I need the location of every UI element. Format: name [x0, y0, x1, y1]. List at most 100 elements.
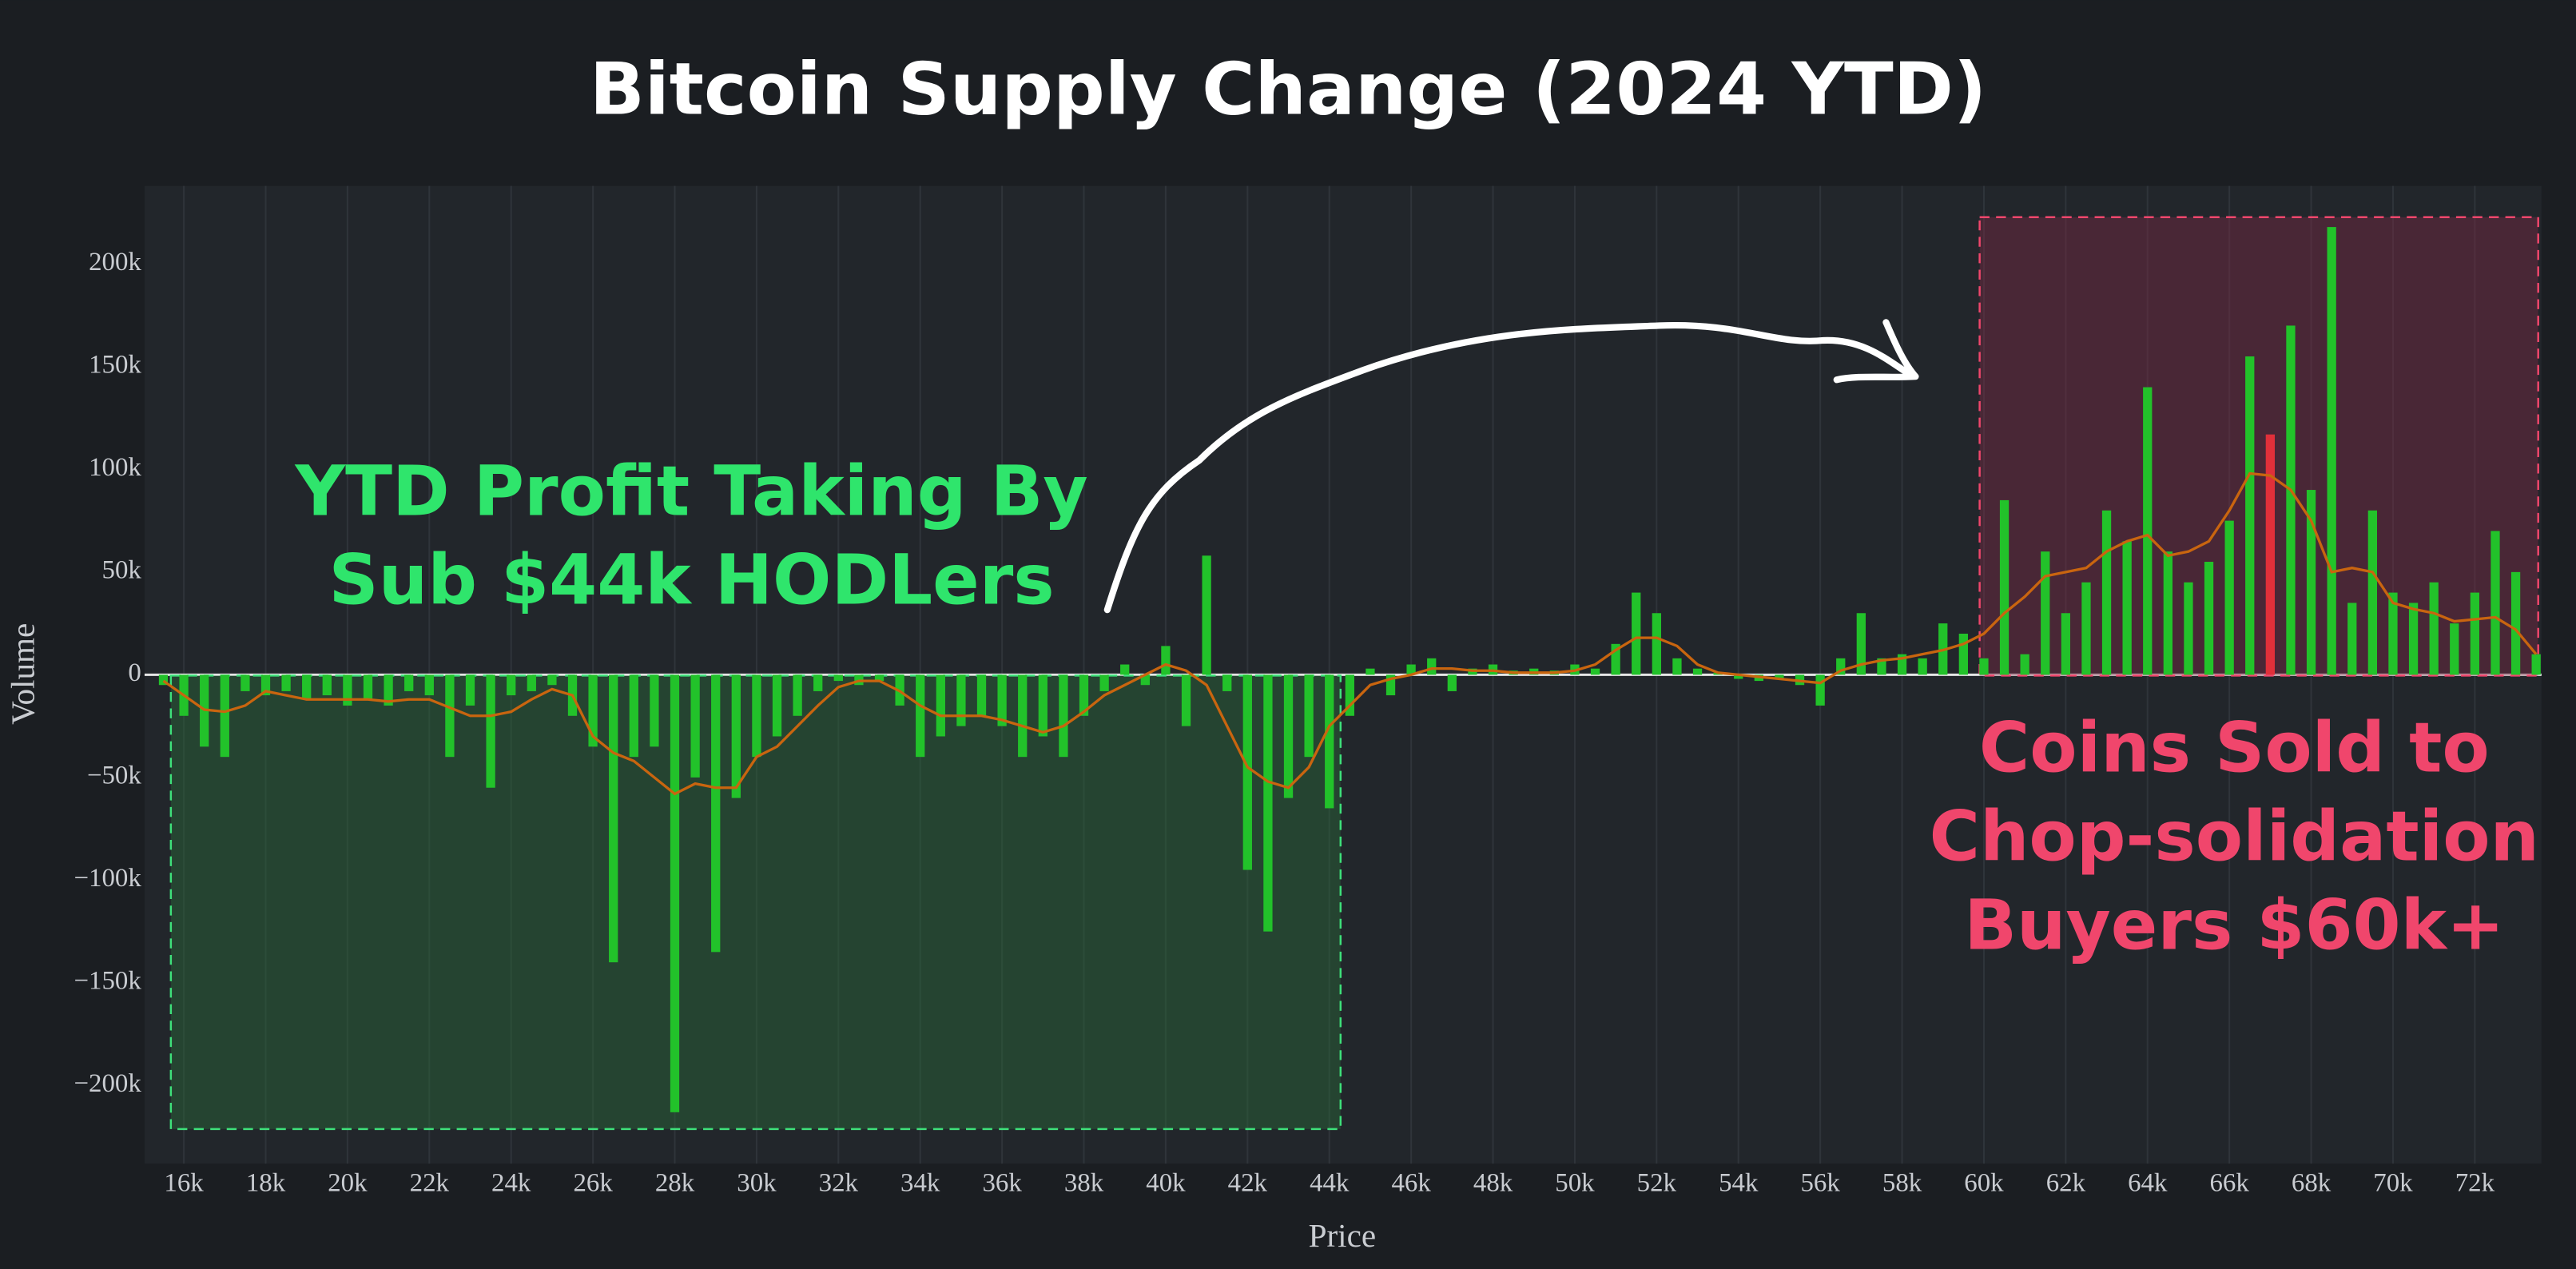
- bar: [302, 674, 312, 700]
- bar: [936, 674, 945, 737]
- x-tick-label: 24k: [491, 1168, 531, 1197]
- bar: [1406, 664, 1416, 675]
- bar: [1958, 633, 1968, 675]
- bar: [731, 674, 741, 798]
- bar: [1263, 674, 1273, 932]
- bar: [220, 674, 229, 758]
- x-tick-label: 16k: [164, 1168, 204, 1197]
- annotations: YTD Profit Taking By Sub $44k HODLers Coin…: [295, 452, 2539, 966]
- y-tick-label: −100k: [74, 864, 142, 893]
- bar: [670, 674, 680, 1112]
- bar: [2510, 571, 2521, 675]
- x-tick-label: 20k: [328, 1168, 368, 1197]
- y-tick-label: 150k: [89, 350, 141, 379]
- bar: [2163, 551, 2173, 675]
- x-tick-label: 50k: [1555, 1168, 1595, 1197]
- bar: [424, 674, 434, 696]
- bar: [2306, 490, 2316, 675]
- bar: [772, 674, 782, 737]
- bar: [2204, 562, 2214, 675]
- bar: [2020, 654, 2029, 675]
- bar: [465, 674, 475, 706]
- annotation-text: Coins Sold to: [1979, 708, 2490, 788]
- y-tick-label: 100k: [89, 453, 141, 482]
- bar: [813, 674, 823, 691]
- bar: [629, 674, 638, 758]
- x-axis-title: Price: [1309, 1217, 1376, 1254]
- bar: [1672, 658, 1682, 675]
- bar: [1856, 613, 1866, 675]
- bar: [1836, 658, 1846, 675]
- bar: [1447, 674, 1457, 691]
- x-tick-label: 56k: [1800, 1168, 1840, 1197]
- bar: [1079, 674, 1089, 716]
- x-tick-label: 48k: [1473, 1168, 1513, 1197]
- bar: [752, 674, 761, 758]
- bar: [1038, 674, 1047, 737]
- bar: [2347, 603, 2357, 675]
- bar: [281, 674, 291, 691]
- bar: [260, 674, 271, 696]
- bar: [404, 674, 414, 691]
- x-tick-label: 68k: [2292, 1168, 2332, 1197]
- bar: [445, 674, 455, 758]
- x-tick-label: 40k: [1146, 1168, 1186, 1197]
- bar: [690, 674, 700, 778]
- y-tick-label: −200k: [74, 1069, 142, 1098]
- bar: [2429, 582, 2439, 675]
- bar: [1325, 674, 1334, 809]
- x-tick-label: 38k: [1064, 1168, 1104, 1197]
- bar: [241, 674, 250, 691]
- bar: [2041, 551, 2050, 675]
- x-tick-label: 34k: [900, 1168, 940, 1197]
- bar: [384, 674, 393, 706]
- annotation-text: Sub $44k HODLers: [329, 541, 1055, 621]
- x-tick-label: 66k: [2209, 1168, 2249, 1197]
- x-tick-label: 18k: [246, 1168, 286, 1197]
- y-tick-label: 50k: [102, 555, 142, 584]
- bar: [1734, 674, 1743, 679]
- bar: [916, 674, 925, 758]
- bar: [1652, 613, 1661, 675]
- bar: [1897, 654, 1907, 675]
- y-tick-label: 200k: [89, 248, 141, 276]
- x-tick-label: 30k: [737, 1168, 777, 1197]
- x-tick-label: 70k: [2373, 1168, 2413, 1197]
- x-tick-label: 44k: [1310, 1168, 1350, 1197]
- bar: [874, 674, 885, 682]
- bar: [793, 674, 802, 716]
- bar: [1120, 664, 1130, 675]
- bar: [1018, 674, 1028, 758]
- bar: [2450, 623, 2459, 675]
- bar: [2245, 356, 2255, 675]
- bar: [1059, 674, 1068, 758]
- bar: [1590, 668, 1600, 675]
- bar: [650, 674, 659, 747]
- chart-title: Bitcoin Supply Change (2024 YTD): [590, 47, 1986, 131]
- buyers-region: [1978, 216, 2539, 677]
- moving-average-line: [162, 471, 2538, 796]
- bar: [1181, 674, 1191, 726]
- x-tick-label: 28k: [655, 1168, 695, 1197]
- bar: [1692, 668, 1703, 675]
- x-tick-label: 64k: [2128, 1168, 2168, 1197]
- bar: [1283, 674, 1294, 798]
- bar: [1385, 674, 1396, 696]
- bar: [997, 674, 1007, 726]
- bar: [1099, 674, 1109, 691]
- x-tick-label: 60k: [1964, 1168, 2004, 1197]
- bar: [711, 674, 721, 953]
- x-tick-label: 22k: [410, 1168, 450, 1197]
- bar: [1161, 646, 1171, 675]
- bar: [2531, 654, 2541, 675]
- x-tick-label: 42k: [1228, 1168, 1268, 1197]
- bar: [322, 674, 332, 696]
- bar: [956, 674, 966, 726]
- bar: [1775, 674, 1784, 679]
- bar: [588, 674, 598, 747]
- annotation-text: Chop-solidation: [1930, 798, 2539, 877]
- bar: [2184, 582, 2193, 675]
- y-tick-label: −150k: [74, 966, 142, 995]
- arrow: [1103, 319, 1919, 614]
